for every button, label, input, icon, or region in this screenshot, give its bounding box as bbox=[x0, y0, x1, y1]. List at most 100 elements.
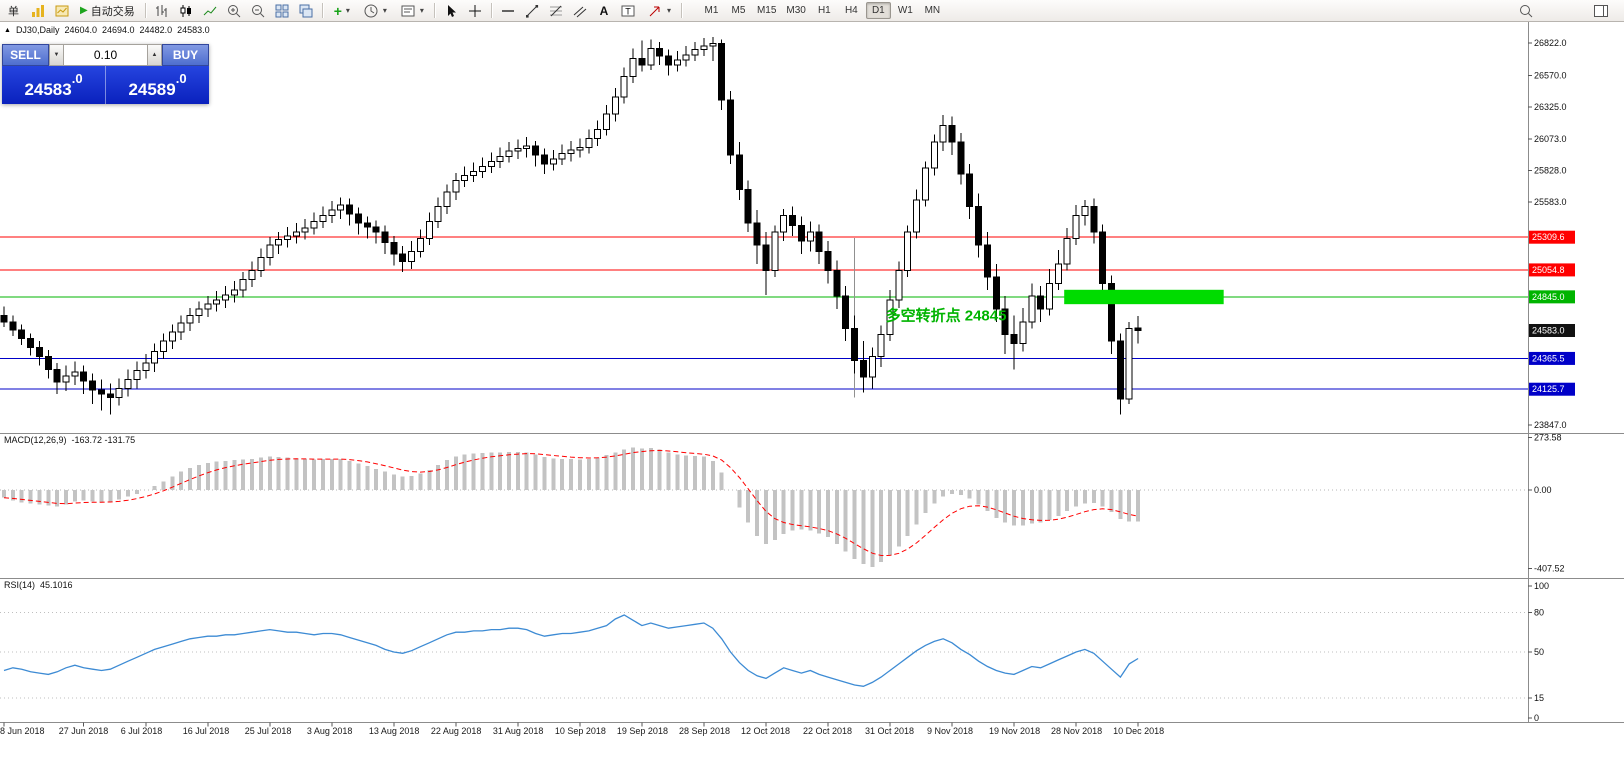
time-axis-label: 28 Sep 2018 bbox=[678, 726, 730, 736]
macd-name: MACD(12,26,9) bbox=[4, 435, 67, 445]
horizontal-level-lines[interactable] bbox=[0, 236, 1528, 390]
new-order-button[interactable]: 单 bbox=[2, 2, 25, 20]
price-divider bbox=[105, 66, 106, 104]
price-level-badge-text: 24583.0 bbox=[1532, 325, 1565, 335]
time-axis-label: 12 Oct 2018 bbox=[740, 726, 790, 736]
time-axis-label: 25 Jul 2018 bbox=[244, 726, 292, 736]
autotrading-button[interactable]: ▶ 自动交易 bbox=[74, 2, 141, 20]
crosshair-icon[interactable] bbox=[464, 1, 487, 21]
bar-chart-icon[interactable] bbox=[151, 1, 174, 21]
chevron-down-icon: ▾ bbox=[382, 5, 387, 15]
play-icon: ▶ bbox=[80, 4, 88, 16]
arrows-tool-button[interactable]: ▾ bbox=[641, 2, 677, 20]
templates-button[interactable]: ▾ bbox=[394, 2, 430, 20]
price-level-badge-text: 24365.5 bbox=[1532, 353, 1565, 363]
tile-windows-icon[interactable] bbox=[271, 1, 294, 21]
price-level-badge bbox=[1529, 290, 1575, 304]
price-tick-label: 23847.0 bbox=[1534, 420, 1567, 430]
time-axis-label: 6 Jul 2018 bbox=[120, 726, 163, 736]
time-axis-label: 31 Oct 2018 bbox=[865, 726, 915, 736]
time-axis-label: 8 Jun 2018 bbox=[0, 726, 45, 736]
highlight-rectangle[interactable] bbox=[1064, 289, 1224, 305]
cursor-icon[interactable] bbox=[440, 1, 463, 21]
fibonacci-icon[interactable] bbox=[545, 1, 568, 21]
price-level-badge-text: 24845.0 bbox=[1532, 292, 1565, 302]
timeframe-m1-button[interactable]: M1 bbox=[699, 2, 724, 19]
timeframe-mn-button[interactable]: MN bbox=[920, 2, 945, 19]
rsi-scale-label: 80 bbox=[1534, 607, 1544, 617]
price-tick-label: 25828.0 bbox=[1534, 166, 1567, 176]
rsi-line bbox=[3, 614, 1139, 687]
buy-price[interactable]: 24589 .0 bbox=[106, 66, 209, 104]
timeframe-w1-button[interactable]: W1 bbox=[893, 2, 918, 19]
cascade-windows-icon[interactable] bbox=[295, 1, 318, 21]
chart-annotation-text[interactable]: 多空转折点 24845 bbox=[886, 307, 1007, 325]
search-icon[interactable] bbox=[1514, 1, 1537, 21]
buy-price-main: 24589 bbox=[128, 80, 176, 99]
time-axis-label: 10 Sep 2018 bbox=[554, 726, 606, 736]
rsi-value: 45.1016 bbox=[40, 580, 73, 590]
chart-canvas[interactable]: 多空转折点 2484526822.026570.026325.026073.02… bbox=[0, 21, 1624, 769]
chevron-down-icon: ▾ bbox=[419, 5, 424, 15]
zoom-out-icon[interactable] bbox=[247, 1, 270, 21]
buy-button[interactable]: BUY bbox=[162, 44, 209, 66]
ohlc-high: 24694.0 bbox=[102, 25, 135, 35]
symbol-info: ▲ DJ30,Daily 24604.0 24694.0 24482.0 245… bbox=[4, 25, 210, 35]
price-tick-label: 26325.0 bbox=[1534, 102, 1567, 112]
time-axis[interactable]: 8 Jun 2018 27 Jun 2018 6 Jul 2018 16 Jul 20… bbox=[0, 726, 1528, 740]
svg-text:T: T bbox=[626, 6, 632, 16]
horizontal-line-icon[interactable] bbox=[497, 1, 520, 21]
indicators-button[interactable]: + ▾ bbox=[328, 2, 356, 20]
time-axis-label: 22 Oct 2018 bbox=[802, 726, 853, 736]
sell-button[interactable]: SELL bbox=[2, 44, 49, 66]
rsi-level-lines bbox=[0, 611, 1528, 699]
rsi-scale-label: 0 bbox=[1534, 713, 1539, 723]
trendline-icon[interactable] bbox=[521, 1, 544, 21]
price-scale[interactable]: 26822.0 26570.0 26325.0 26073.0 25828.0 25583… bbox=[1528, 38, 1575, 723]
channel-icon[interactable] bbox=[569, 1, 592, 21]
macd-histogram bbox=[2, 447, 1141, 567]
time-axis-label: 31 Aug 2018 bbox=[492, 726, 544, 736]
chevron-down-icon: ▾ bbox=[666, 5, 671, 15]
toolbar-separator bbox=[144, 3, 147, 18]
ohlc-close: 24583.0 bbox=[177, 25, 210, 35]
clock-icon bbox=[364, 4, 378, 17]
oneclick-toggle-icon[interactable]: ▲ bbox=[4, 26, 11, 34]
price-tick-label: 26822.0 bbox=[1534, 38, 1567, 48]
toolbar-separator bbox=[490, 3, 493, 18]
trade-panel-prices: 24583 .0 24589 .0 bbox=[2, 66, 209, 104]
time-axis-label: 16 Jul 2018 bbox=[182, 726, 230, 736]
lot-size-input[interactable]: 0.10 bbox=[64, 44, 147, 66]
line-chart-icon[interactable] bbox=[199, 1, 222, 21]
template-icon bbox=[401, 5, 415, 16]
ohlc-open: 24604.0 bbox=[64, 25, 97, 35]
rsi-scale-label: 50 bbox=[1534, 647, 1544, 657]
candles-series[interactable] bbox=[0, 36, 1142, 415]
timeframe-d1-button[interactable]: D1 bbox=[865, 2, 891, 19]
one-click-trading-panel: SELL ▼ 0.10 ▲ BUY 24583 .0 24589 .0 bbox=[2, 44, 209, 104]
main-toolbar: 单 ▶ 自动交易 bbox=[0, 0, 1624, 22]
layout-panels-icon[interactable] bbox=[1589, 1, 1612, 21]
timeframe-m30-button[interactable]: M30 bbox=[782, 2, 809, 19]
timeframe-h1-button[interactable]: H1 bbox=[812, 2, 837, 19]
label-tool-icon[interactable]: T bbox=[617, 1, 640, 21]
zoom-in-icon[interactable] bbox=[223, 1, 246, 21]
symbol-title: DJ30,Daily bbox=[15, 25, 60, 35]
history-center-icon[interactable] bbox=[50, 1, 73, 21]
time-axis-label: 19 Sep 2018 bbox=[616, 726, 668, 736]
lot-increase-button[interactable]: ▲ bbox=[147, 44, 162, 66]
macd-signal-line bbox=[3, 449, 1139, 557]
lot-decrease-button[interactable]: ▼ bbox=[49, 44, 64, 66]
text-tool-icon[interactable]: A bbox=[593, 1, 616, 21]
periods-button[interactable]: ▾ bbox=[357, 2, 393, 20]
profiles-icon[interactable] bbox=[26, 1, 49, 21]
candlestick-chart-icon[interactable] bbox=[175, 1, 198, 21]
timeframe-m15-button[interactable]: M15 bbox=[753, 2, 780, 19]
price-tick-label: 25583.0 bbox=[1534, 197, 1567, 207]
sell-price[interactable]: 24583 .0 bbox=[2, 66, 105, 104]
time-axis-ticks bbox=[3, 722, 1139, 727]
timeframe-h4-button[interactable]: H4 bbox=[839, 2, 864, 19]
price-level-badge bbox=[1529, 323, 1575, 337]
timeframe-m5-button[interactable]: M5 bbox=[726, 2, 751, 19]
add-indicator-icon: + bbox=[333, 2, 342, 19]
